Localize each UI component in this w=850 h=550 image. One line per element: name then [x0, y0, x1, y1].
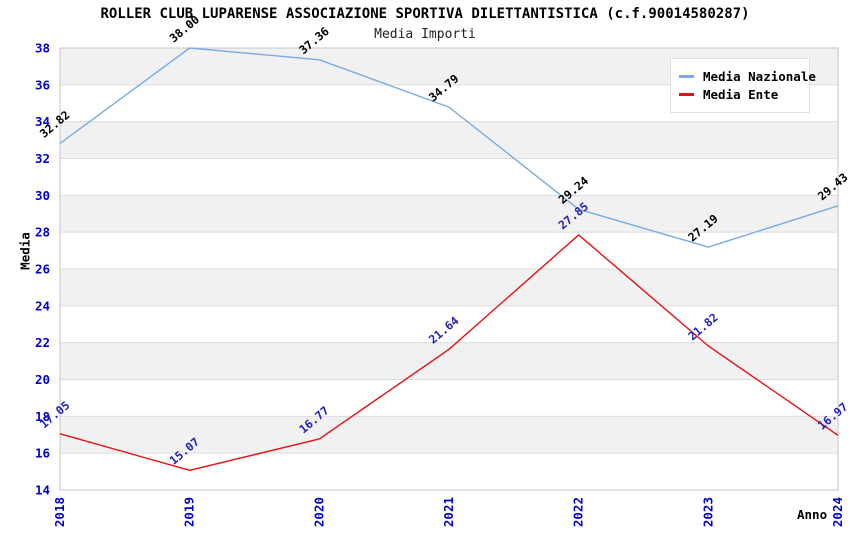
y-tick-label: 14: [35, 483, 50, 498]
plot-band: [60, 416, 838, 454]
series-line-media-nazionale: [59, 47, 839, 248]
y-tick-label: 36: [35, 77, 50, 92]
x-axis-title: Anno: [797, 507, 828, 522]
x-tick-label: 2024: [830, 497, 845, 527]
plot-border: [59, 47, 839, 491]
x-tick-label: 2023: [700, 497, 715, 527]
y-tick-label: 20: [35, 372, 50, 387]
legend-label-nazionale: Media Nazionale: [703, 69, 816, 84]
y-tick-label: 32: [35, 151, 50, 166]
plot-band: [60, 195, 838, 233]
data-point-label: 38.00: [167, 12, 203, 45]
legend-item-media-nazionale: Media Nazionale: [679, 69, 816, 84]
y-tick-label: 26: [35, 262, 50, 277]
legend-swatch-nazionale-icon: [679, 75, 694, 78]
chart-subtitle: Media Importi: [374, 27, 476, 42]
y-tick-label: 34: [35, 114, 50, 129]
y-tick-label: 28: [35, 225, 50, 240]
plot-band: [60, 379, 838, 417]
plot-band: [60, 232, 838, 269]
series-line-media-ente: [59, 234, 839, 471]
x-tick-label: 2019: [182, 497, 197, 527]
y-tick-label: 22: [35, 335, 50, 350]
x-tick-label: 2021: [441, 497, 456, 527]
legend-swatch-ente-icon: [679, 93, 694, 96]
plot-band: [60, 121, 838, 159]
legend-item-media-ente: Media Ente: [679, 87, 801, 102]
x-tick-label: 2022: [571, 497, 586, 527]
legend: Media Nazionale Media Ente: [670, 58, 816, 113]
plot-band: [60, 305, 838, 343]
y-tick-label: 38: [35, 41, 50, 56]
legend-label-ente: Media Ente: [703, 87, 779, 102]
plot-band: [60, 158, 838, 196]
y-tick-label: 30: [35, 188, 50, 203]
plot-band: [60, 269, 838, 306]
plot-band: [60, 342, 838, 380]
y-tick-label: 24: [35, 298, 50, 313]
x-tick-label: 2020: [311, 497, 326, 527]
x-tick-label: 2018: [52, 497, 67, 527]
y-tick-label: 18: [35, 409, 50, 424]
y-tick-label: 16: [35, 446, 50, 461]
plot-band: [60, 453, 838, 490]
chart-title: ROLLER CLUB LUPARENSE ASSOCIAZIONE SPORT…: [100, 6, 750, 22]
